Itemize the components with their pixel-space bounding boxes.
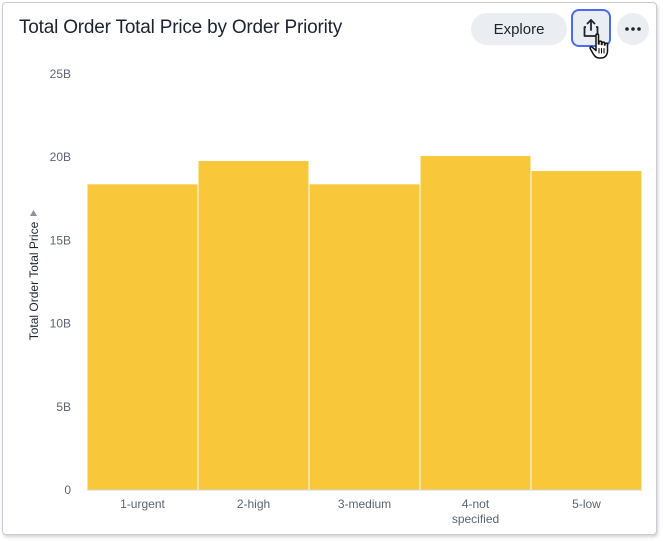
x-tick-label-line: 4-not — [462, 497, 490, 511]
explore-button[interactable]: Explore — [471, 13, 567, 45]
x-tick-label-line: 5-low — [572, 497, 601, 511]
x-tick-label-line: 3-medium — [338, 497, 391, 511]
x-tick-label: 3-medium — [338, 497, 391, 511]
y-tick-label: 20B — [50, 150, 71, 164]
x-tick-label: 2-high — [237, 497, 270, 511]
bar[interactable] — [86, 183, 199, 491]
x-tick-label-line: 1-urgent — [120, 497, 165, 511]
chart-title: Total Order Total Price by Order Priorit… — [19, 17, 343, 38]
caret-down-icon[interactable] — [30, 210, 37, 216]
y-tick-label: 10B — [50, 317, 71, 331]
y-axis-title-group[interactable]: Total Order Total Price — [27, 210, 41, 340]
y-tick-label: 25B — [50, 67, 71, 81]
x-tick-label: 1-urgent — [120, 497, 165, 511]
y-tick-label: 0 — [64, 483, 71, 497]
x-tick-label: 4-not specified — [452, 497, 499, 526]
x-tick-label-line: 2-high — [237, 497, 270, 511]
more-icon — [625, 27, 641, 31]
more-options-button[interactable] — [617, 13, 649, 45]
bar[interactable] — [419, 155, 532, 491]
bar[interactable] — [308, 183, 421, 491]
y-tick-label: 5B — [56, 400, 71, 414]
y-tick-label: 15B — [50, 233, 71, 247]
x-tick-label-line: specified — [452, 512, 499, 526]
y-axis-title[interactable]: Total Order Total Price — [27, 221, 41, 340]
bar[interactable] — [530, 170, 643, 491]
bar[interactable] — [197, 160, 310, 491]
x-tick-label: 5-low — [572, 497, 601, 511]
